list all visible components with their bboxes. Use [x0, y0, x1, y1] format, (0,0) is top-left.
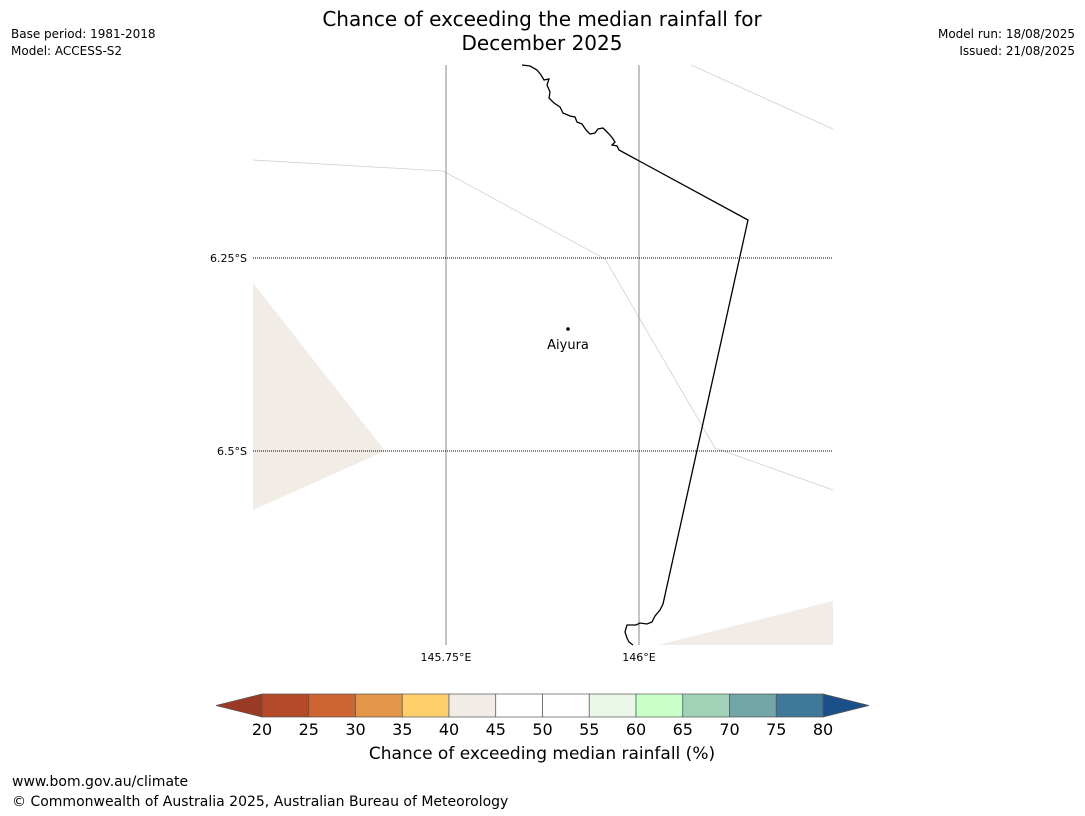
- colorbar: 20 25 30 35 40 45 50 55 60 65 70 75 80: [215, 693, 870, 739]
- colorbar-title: Chance of exceeding median rainfall (%): [368, 744, 716, 764]
- colorbar-tick-label: 70: [719, 720, 739, 739]
- lat-label-6-25: 6.25°S: [210, 252, 247, 265]
- colorbar-segment: [729, 693, 777, 718]
- colorbar-tick-label: 75: [766, 720, 786, 739]
- colorbar-tick-label: 30: [345, 720, 365, 739]
- colorbar-segment: [448, 693, 497, 718]
- colorbar-segment: [401, 693, 450, 718]
- footer-url[interactable]: www.bom.gov.au/climate: [12, 774, 189, 790]
- colorbar-tick-label: 25: [299, 720, 319, 739]
- model-info: Base period: 1981-2018 Model: ACCESS-S2: [11, 26, 156, 60]
- colorbar-segment: [682, 693, 730, 718]
- lon-label-146: 146°E: [622, 651, 655, 664]
- grid-cell-boundary-ne: [690, 64, 834, 130]
- model-name: Model: ACCESS-S2: [11, 44, 123, 58]
- aiyura-marker: [566, 327, 570, 331]
- forecast-region-southeast: [658, 601, 833, 645]
- border-line: [521, 64, 749, 646]
- colorbar-segment: [261, 693, 310, 718]
- colorbar-segment: [588, 693, 637, 718]
- issued-date: Issued: 21/08/2025: [959, 44, 1075, 58]
- title-line-1: Chance of exceeding the median rainfall …: [322, 7, 762, 31]
- run-info: Model run: 18/08/2025 Issued: 21/08/2025: [938, 26, 1075, 60]
- colorbar-tick-label: 80: [813, 720, 833, 739]
- colorbar-segment: [775, 693, 824, 718]
- map-area: Aiyura 6.25°S 6.5°S 145.75°E 146°E: [210, 64, 834, 664]
- forecast-region-west: [253, 283, 385, 510]
- model-run-date: Model run: 18/08/2025: [937, 27, 1075, 41]
- colorbar-tick-label: 50: [532, 720, 552, 739]
- lat-label-6-5: 6.5°S: [217, 445, 247, 458]
- colorbar-segment: [308, 693, 356, 718]
- colorbar-segment: [542, 693, 590, 718]
- colorbar-tick-label: 60: [626, 720, 646, 739]
- colorbar-tick-label: 20: [252, 720, 272, 739]
- colorbar-high-extension: [822, 693, 870, 718]
- colorbar-segment: [495, 693, 543, 718]
- grid-cell-boundary: [252, 159, 834, 491]
- colorbar-tick-label: 45: [486, 720, 506, 739]
- colorbar-segment: [355, 693, 403, 718]
- aiyura-label: Aiyura: [547, 338, 589, 353]
- lon-label-145-75: 145.75°E: [421, 651, 472, 664]
- colorbar-tick-label: 55: [579, 720, 599, 739]
- base-period: Base period: 1981-2018: [11, 27, 156, 41]
- colorbar-tick-label: 65: [673, 720, 693, 739]
- footer-copyright: © Commonwealth of Australia 2025, Austra…: [12, 794, 509, 810]
- colorbar-segment: [635, 693, 684, 718]
- colorbar-tick-label: 40: [439, 720, 459, 739]
- colorbar-tick-label: 35: [392, 720, 412, 739]
- colorbar-low-extension: [215, 693, 263, 718]
- map-title: Chance of exceeding the median rainfall …: [242, 7, 842, 55]
- title-line-2: December 2025: [461, 31, 623, 55]
